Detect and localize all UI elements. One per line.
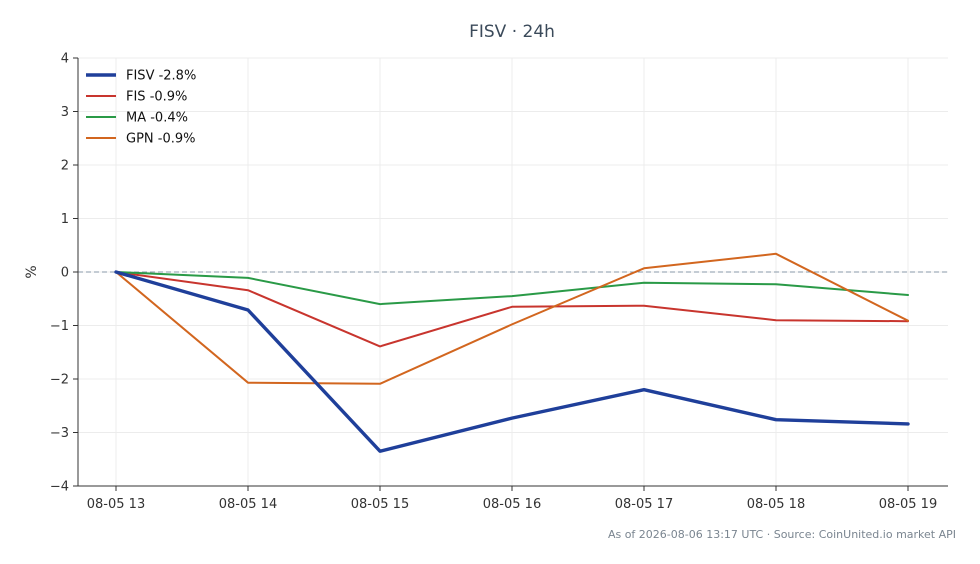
y-axis-label: % <box>24 265 40 278</box>
y-tick-label: −2 <box>50 373 69 388</box>
x-tick-label: 08-05 18 <box>747 497 805 512</box>
series-line-fis <box>115 271 909 348</box>
legend-label: MA -0.4% <box>126 111 188 126</box>
legend: FISV -2.8% FIS -0.9% MA -0.4% GPN -0.9% <box>86 69 196 147</box>
x-tick-label: 08-05 15 <box>351 497 409 512</box>
chart-title: FISV · 24h <box>469 22 555 42</box>
y-axis-ticks: 4 3 2 1 0 −1 −2 −3 −4 <box>50 52 78 495</box>
x-tick-label: 08-05 19 <box>879 497 937 512</box>
x-tick-label: 08-05 13 <box>87 497 145 512</box>
y-tick-label: 1 <box>61 212 69 227</box>
x-tick-label: 08-05 17 <box>615 497 673 512</box>
footer-note: As of 2026-08-06 13:17 UTC · Source: Coi… <box>608 528 956 541</box>
series-lines <box>114 252 910 453</box>
y-tick-label: −3 <box>50 426 69 441</box>
y-tick-label: −1 <box>50 319 69 334</box>
y-tick-label: 3 <box>61 105 69 120</box>
legend-label: FISV -2.8% <box>126 69 196 84</box>
x-axis-ticks: 08-05 13 08-05 14 08-05 15 08-05 16 08-05 17… <box>87 486 937 512</box>
legend-label: FIS -0.9% <box>126 90 187 105</box>
series-line-fisv <box>114 270 910 453</box>
series-line-ma <box>115 271 909 306</box>
series-line-gpn <box>115 252 909 385</box>
y-tick-label: 4 <box>61 52 69 67</box>
x-tick-label: 08-05 14 <box>219 497 277 512</box>
x-tick-label: 08-05 16 <box>483 497 541 512</box>
y-tick-label: 2 <box>61 159 69 174</box>
y-tick-label: −4 <box>50 480 69 495</box>
legend-label: GPN -0.9% <box>126 132 196 147</box>
y-tick-label: 0 <box>61 266 69 281</box>
